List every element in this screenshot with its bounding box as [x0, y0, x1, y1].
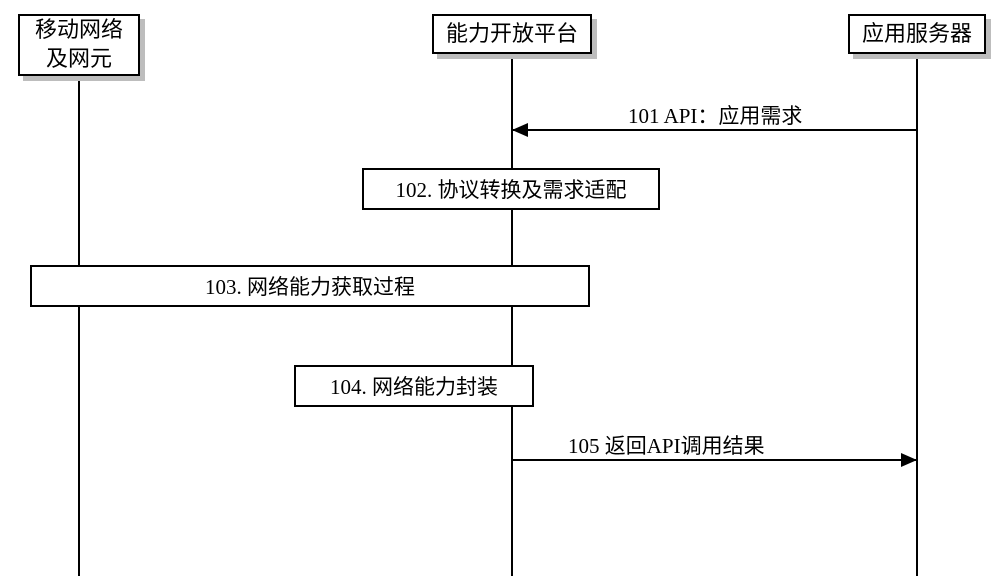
participant-label: 移动网络及网元: [35, 16, 123, 73]
participant-capability-platform: 能力开放平台: [432, 14, 592, 54]
sequence-diagram: 移动网络及网元 能力开放平台 应用服务器 101 API：应用需求 102. 协…: [0, 0, 1000, 583]
process-label: 104. 网络能力封装: [330, 371, 498, 401]
arrow-head-right-icon: [901, 453, 917, 467]
participant-app-server: 应用服务器: [848, 14, 986, 54]
process-label: 103. 网络能力获取过程: [205, 271, 415, 301]
participant-mobile-network: 移动网络及网元: [18, 14, 140, 76]
lifeline: [78, 81, 80, 576]
message-text: 105 返回API调用结果: [568, 434, 765, 458]
process-label: 102. 协议转换及需求适配: [396, 174, 627, 204]
participant-label: 能力开放平台: [446, 20, 578, 49]
process-box-103: 103. 网络能力获取过程: [30, 265, 590, 307]
message-text: 101 API：应用需求: [628, 104, 802, 128]
message-label: 101 API：应用需求: [628, 100, 802, 130]
process-box-104: 104. 网络能力封装: [294, 365, 534, 407]
participant-label: 应用服务器: [862, 20, 972, 49]
lifeline: [916, 59, 918, 576]
process-box-102: 102. 协议转换及需求适配: [362, 168, 660, 210]
arrow-head-left-icon: [512, 123, 528, 137]
message-label: 105 返回API调用结果: [568, 430, 765, 460]
